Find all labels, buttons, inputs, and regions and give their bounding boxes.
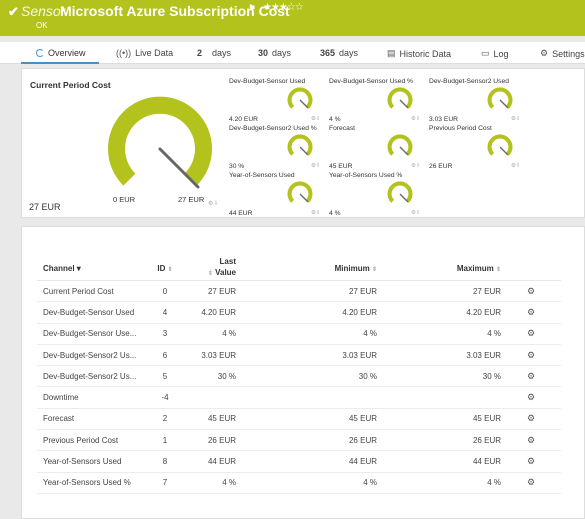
check-icon: ✔ [8,4,19,19]
mini-gauge[interactable]: Forecast 45 EUR ⚙⇩ [329,125,421,170]
historic-data-icon: ▤ [387,48,396,58]
sort-icon: ⇕ [167,266,173,273]
table-row[interactable]: Dev-Budget-Sensor Use... 3 4 % 4 % 4 % ⚙ [37,323,561,345]
gear-icon: ⚙ [540,48,549,58]
gauge-dial-icon [387,181,413,203]
gauge-dial-icon [287,134,313,156]
channel-settings-icon[interactable]: ⚙ [526,370,536,381]
gauge-settings-icon[interactable]: ⚙⇩ [208,201,219,207]
channel-settings-icon[interactable]: ⚙ [526,456,536,467]
channels-panel: Channel ▾ ID ⇕ Last ⇕ Value Minimum ⇕ Max… [21,226,585,519]
gauge-dial-icon [387,87,413,109]
overview-spinner-icon [36,49,44,57]
table-row[interactable]: Year-of-Sensors Used 8 44 EUR 44 EUR 44 EUR ⚙ [37,450,561,473]
tab-2-days[interactable]: 2 days [197,48,232,58]
sensor-header: ✔ Sensor Microsoft Azure Subscription Co… [0,0,585,36]
primary-gauge-min: 0 EUR [113,195,136,204]
sort-icon: ⇕ [495,266,501,273]
gauge-settings-icon[interactable]: ⚙⇩ [511,163,521,169]
tab-bar: Overview ((•)) Live Data 2 days 30 days 36… [0,42,585,64]
gauge-dial-icon [387,134,413,156]
channel-settings-icon[interactable]: ⚙ [526,434,536,445]
tab-historic-data[interactable]: ▤ Historic Data [387,48,452,59]
table-row[interactable]: Downtime -4 ⚙ [37,386,561,409]
table-row[interactable]: Previous Period Cost 1 26 EUR 26 EUR 26 EUR ⚙ [37,429,561,452]
gauge-dial-icon [487,87,513,109]
log-icon: ▭ [481,48,490,58]
table-row[interactable]: Dev-Budget-Sensor Used 4 4.20 EUR 4.20 EUR 4… [37,301,561,324]
channel-settings-icon[interactable]: ⚙ [526,285,536,296]
primary-gauge-needle [158,147,200,189]
mini-gauge[interactable]: Previous Period Cost 26 EUR ⚙⇩ [429,125,521,170]
gauge-dial-icon [287,181,313,203]
mini-gauge[interactable]: Dev-Budget-Sensor2 Used % 30 % ⚙⇩ [229,125,321,170]
flag-icon[interactable]: ⚑ [248,3,257,13]
gauge-settings-icon[interactable]: ⚙⇩ [311,116,321,122]
tab-30-days[interactable]: 30 days [258,48,292,58]
table-row[interactable]: Year-of-Sensors Used % 7 4 % 4 % 4 % ⚙ [37,472,561,494]
channel-settings-icon[interactable]: ⚙ [526,349,536,360]
tab-settings[interactable]: ⚙ Settings [540,48,585,59]
gauge-settings-icon[interactable]: ⚙⇩ [311,210,321,216]
mini-gauge[interactable]: Dev-Budget-Sensor Used % 4 % ⚙⇩ [329,78,421,123]
channel-settings-icon[interactable]: ⚙ [526,413,536,424]
channel-settings-icon[interactable]: ⚙ [526,477,536,488]
gauge-dial-icon [287,87,313,109]
active-tab-indicator [21,62,99,64]
mini-gauge[interactable]: Dev-Budget-Sensor2 Used 3.03 EUR ⚙⇩ [429,78,521,123]
gauge-settings-icon[interactable]: ⚙⇩ [311,163,321,169]
table-header-row: Channel ▾ ID ⇕ Last ⇕ Value Minimum ⇕ Max… [37,256,561,281]
column-header-channel[interactable]: Channel ▾ [37,256,152,281]
column-header-last-value[interactable]: Last ⇕ Value [178,256,236,281]
channel-settings-icon[interactable]: ⚙ [526,328,536,339]
gauge-settings-icon[interactable]: ⚙⇩ [411,210,421,216]
tab-365-days[interactable]: 365 days [320,48,359,58]
primary-gauge-title: Current Period Cost [30,80,111,90]
gauge-dial-icon [487,134,513,156]
primary-gauge-max: 27 EUR [178,195,205,204]
mini-gauge[interactable]: Dev-Budget-Sensor Used 4.20 EUR ⚙⇩ [229,78,321,123]
tab-live-data[interactable]: ((•)) Live Data [116,48,174,58]
gauge-settings-icon[interactable]: ⚙⇩ [511,116,521,122]
table-row[interactable]: Dev-Budget-Sensor2 Us... 5 30 % 30 % 30 % ⚙ [37,365,561,388]
sensor-type-label: Sensor [21,3,66,19]
sort-desc-icon: ▾ [76,263,81,273]
primary-gauge-value: 27 EUR [29,202,61,212]
priority-stars[interactable]: ★★★☆☆ [263,2,304,13]
sort-icon: ⇕ [207,271,213,277]
tab-overview[interactable]: Overview [36,48,86,58]
live-data-icon: ((•)) [116,48,132,58]
column-header-actions [501,256,561,281]
table-row[interactable]: Dev-Budget-Sensor2 Us... 6 3.03 EUR 3.03 EU… [37,344,561,367]
primary-gauge-arc [108,96,212,186]
page-title: Microsoft Azure Subscription Cost [60,3,290,19]
sort-icon: ⇕ [371,266,377,273]
column-header-minimum[interactable]: Minimum ⇕ [236,256,377,281]
gauge-settings-icon[interactable]: ⚙⇩ [411,116,421,122]
overview-gauges-panel: Current Period Cost 0 EUR 27 EUR ⚙⇩ 27 E… [21,68,585,218]
channel-settings-icon[interactable]: ⚙ [526,392,536,403]
table-row[interactable]: Forecast 2 45 EUR 45 EUR 45 EUR ⚙ [37,408,561,431]
channels-table: Channel ▾ ID ⇕ Last ⇕ Value Minimum ⇕ Max… [37,256,561,494]
column-header-id[interactable]: ID ⇕ [152,256,178,281]
gauge-settings-icon[interactable]: ⚙⇩ [411,163,421,169]
primary-gauge[interactable] [100,89,220,199]
status-badge: OK [36,21,48,30]
channel-settings-icon[interactable]: ⚙ [526,306,536,317]
mini-gauge[interactable]: Year-of-Sensors Used % 4 % ⚙⇩ [329,172,421,217]
table-row[interactable]: Current Period Cost 0 27 EUR 27 EUR 27 EUR ⚙ [37,280,561,303]
mini-gauge[interactable]: Year-of-Sensors Used 44 EUR ⚙⇩ [229,172,321,217]
column-header-maximum[interactable]: Maximum ⇕ [377,256,501,281]
tab-log[interactable]: ▭ Log [481,48,509,59]
